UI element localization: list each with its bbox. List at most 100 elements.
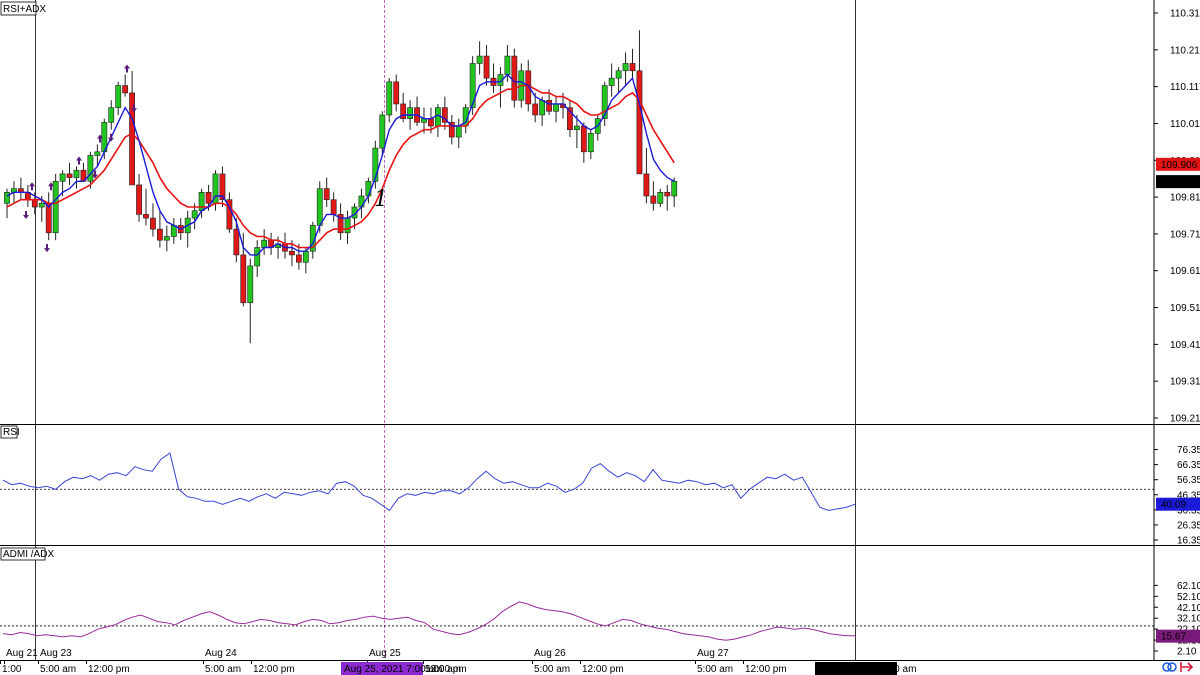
price-tick-label: 110.217 (1170, 45, 1200, 56)
candle[interactable] (66, 162, 73, 185)
candle[interactable] (469, 56, 476, 115)
candle[interactable] (636, 30, 643, 175)
candle-body (671, 180, 678, 197)
candle-body (66, 173, 73, 178)
rsi-tick-label: 66.35 (1177, 460, 1200, 471)
slow-ma-line (6, 84, 675, 249)
candle[interactable] (157, 210, 163, 248)
candle-body (226, 199, 233, 230)
candle[interactable] (622, 52, 629, 86)
ma-value-tag-bg (1156, 157, 1200, 171)
time-tick-label: 12:00 pm (425, 664, 467, 675)
candle-body (316, 188, 323, 226)
candle-body (302, 250, 309, 263)
candle[interactable] (664, 184, 671, 211)
price-tick-label: 109.617 (1170, 266, 1200, 277)
time-tick-label: Aug 25 (369, 648, 401, 659)
candle[interactable] (532, 92, 539, 123)
candle[interactable] (379, 111, 386, 156)
candle[interactable] (393, 74, 400, 112)
candle[interactable] (643, 148, 650, 204)
candle-body (108, 107, 115, 123)
candle-body (323, 188, 330, 200)
candle[interactable] (567, 100, 573, 138)
candle[interactable] (323, 177, 330, 208)
rsi-tick-label: 26.35 (1177, 520, 1200, 531)
candle[interactable] (587, 129, 594, 160)
rsi-tick-label: 46.35 (1177, 490, 1200, 501)
candle[interactable] (247, 258, 254, 344)
candle-body (59, 173, 66, 182)
candle[interactable] (108, 100, 115, 130)
link-icon[interactable] (1162, 662, 1177, 672)
candle[interactable] (129, 70, 135, 186)
candle-body (629, 63, 636, 72)
candle-body (94, 151, 101, 156)
candle[interactable] (615, 67, 622, 93)
candle-body (205, 192, 212, 204)
candle[interactable] (448, 114, 455, 145)
candle[interactable] (400, 92, 407, 123)
time-tick-label: 12:00 pm (582, 664, 624, 675)
sell-arrow-icon (131, 104, 137, 113)
candle[interactable] (441, 96, 448, 130)
close-arrow-icon[interactable] (1180, 662, 1194, 672)
candle-body (233, 228, 240, 256)
candle[interactable] (150, 203, 156, 237)
cursor-time-tag: Aug 25, 2021 7:00 am (344, 664, 442, 675)
candle[interactable] (511, 48, 518, 108)
candle[interactable] (226, 192, 233, 233)
buy-arrow-icon (29, 182, 35, 191)
candle-body (73, 169, 80, 178)
candle[interactable] (372, 140, 379, 189)
candle[interactable] (115, 81, 122, 115)
candle[interactable] (573, 114, 580, 149)
candle[interactable] (73, 166, 80, 189)
candle[interactable] (87, 151, 94, 189)
candle-body (511, 55, 518, 101)
candle[interactable] (143, 188, 149, 226)
candle[interactable] (476, 41, 483, 75)
rsi-panel-title-box (0, 425, 18, 439)
rsi-tick-label: 56.35 (1177, 475, 1200, 486)
candle[interactable] (233, 218, 240, 263)
candle[interactable] (219, 166, 226, 208)
candle[interactable] (483, 45, 490, 86)
candle[interactable] (4, 188, 10, 219)
candle-body (615, 70, 622, 79)
candle-body (157, 228, 163, 241)
last-time-tag: Aug 28, 2021 4:00 am (818, 664, 916, 675)
candle[interactable] (608, 63, 615, 97)
candle[interactable] (52, 173, 59, 241)
candle[interactable] (657, 188, 664, 208)
sell-arrow-icon (92, 170, 98, 179)
candle-body (87, 155, 94, 182)
candle[interactable] (337, 203, 344, 241)
rsi-value-tag-bg (1156, 497, 1200, 511)
candle[interactable] (122, 74, 129, 97)
candle[interactable] (650, 181, 657, 211)
candle[interactable] (163, 225, 170, 252)
candle-body (254, 247, 261, 267)
candle-body (358, 195, 365, 208)
candle-body (344, 217, 351, 234)
candle-body (622, 63, 629, 72)
sell-arrow-icon (44, 244, 50, 253)
rsi-panel[interactable]: 76.35 66.35 56.35 46.35 36.35 26.35 16.35 (0, 445, 1200, 547)
candle-body (664, 192, 671, 197)
price-tick-label: 109.817 (1170, 193, 1200, 204)
candle-body (650, 195, 657, 204)
candle[interactable] (94, 144, 101, 167)
candle-body (198, 192, 205, 212)
candle-body (553, 103, 559, 112)
candle[interactable] (254, 240, 261, 277)
candle[interactable] (386, 78, 393, 123)
time-tick-label: 5:00 am (697, 664, 733, 675)
candle-body (587, 133, 594, 153)
candle[interactable] (601, 81, 608, 127)
adx-tick-label: 62.10 (1177, 581, 1200, 592)
price-panel[interactable]: 110.317110.217110.117110.017109.917109.8… (4, 9, 1200, 425)
candle[interactable] (629, 48, 636, 79)
candle[interactable] (136, 173, 142, 222)
